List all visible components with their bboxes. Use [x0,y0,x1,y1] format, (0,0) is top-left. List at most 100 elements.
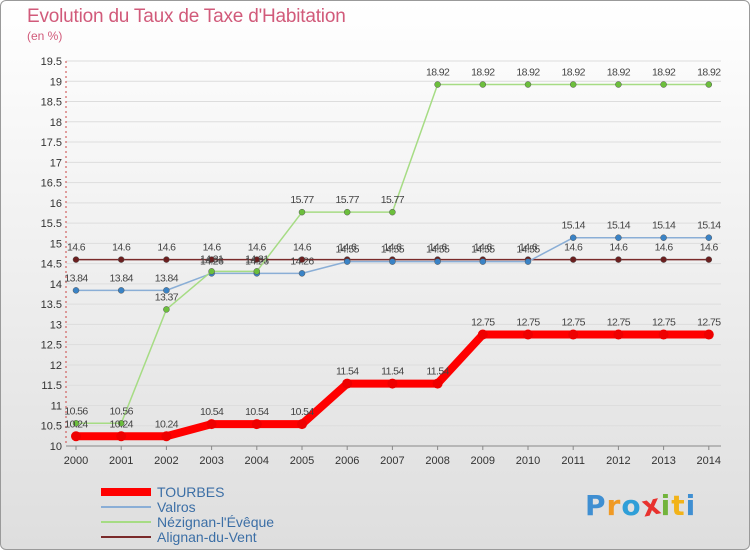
data-point-tourbes [658,329,669,340]
data-point-alignan-du-vent [298,256,306,263]
legend-swatch [101,536,151,538]
y-tick-label: 10.5 [41,421,62,433]
legend-swatch [101,488,151,496]
y-tick-label: 18 [50,117,62,129]
data-label-alignan-du-vent: 14.6 [429,242,448,254]
data-label-valros: 15.14 [562,220,586,232]
data-point-tourbes [116,431,127,442]
y-tick-label: 11.5 [41,380,62,392]
legend-label: TOURBES [157,484,225,500]
x-tick-label: 2010 [516,455,540,467]
data-point-alignan-du-vent [705,256,713,263]
data-label-valros: 14.55 [381,244,405,256]
x-tick-label: 2004 [245,455,269,467]
x-tick-label: 2001 [109,455,133,467]
data-label-n-zignan-l-v-que: 18.92 [562,67,586,79]
data-point-n-zignan-l-v-que [208,268,215,275]
data-label-tourbes: 12.75 [697,317,721,329]
data-label-valros: 14.55 [471,244,495,256]
x-tick-label: 2002 [154,455,178,467]
data-label-n-zignan-l-v-que: 18.92 [652,67,676,79]
data-label-n-zignan-l-v-que: 18.92 [697,67,721,79]
data-label-valros: 15.14 [607,220,631,232]
data-label-n-zignan-l-v-que: 15.77 [381,194,405,206]
x-tick-label: 2008 [425,455,449,467]
y-tick-label: 12 [50,360,62,372]
data-label-valros: 13.84 [155,272,179,284]
chart-title: Evolution du Taux de Taxe d'Habitation [27,6,346,27]
data-point-n-zignan-l-v-que [660,81,667,88]
data-point-alignan-du-vent [253,256,261,263]
y-tick-label: 17 [50,157,62,169]
data-label-tourbes: 10.54 [200,406,224,418]
data-point-valros [343,258,351,265]
data-point-n-zignan-l-v-que [479,81,487,88]
data-label-tourbes: 12.75 [562,317,586,329]
data-label-n-zignan-l-v-que: 15.77 [290,194,314,206]
data-label-n-zignan-l-v-que: 18.92 [471,67,495,79]
x-tick-label: 2000 [64,455,88,467]
data-point-alignan-du-vent [72,256,80,263]
data-point-tourbes [432,378,443,389]
data-label-tourbes: 10.24 [64,418,88,430]
data-point-alignan-du-vent [208,256,215,263]
data-point-tourbes [342,378,353,389]
data-point-tourbes [206,419,217,430]
data-point-n-zignan-l-v-que [117,420,125,427]
x-tick-label: 2012 [606,455,630,467]
x-tick-label: 2007 [380,455,404,467]
data-point-valros [660,234,667,241]
data-point-valros [389,258,396,265]
y-tick-label: 12.5 [41,340,62,352]
data-point-tourbes [613,329,624,340]
data-point-tourbes [161,431,172,442]
data-label-tourbes: 11.54 [381,366,404,378]
data-label-valros: 13.84 [110,272,134,284]
data-label-tourbes: 11.54 [426,366,449,378]
data-label-alignan-du-vent: 14.6 [157,242,176,254]
data-point-valros [434,258,441,265]
y-tick-label: 16.5 [41,178,62,190]
data-point-n-zignan-l-v-que [569,81,577,88]
data-point-valros [705,234,713,241]
data-point-n-zignan-l-v-que [615,81,622,88]
data-point-n-zignan-l-v-que [163,306,170,313]
data-point-alignan-du-vent [117,256,125,263]
y-tick-label: 19 [50,76,62,88]
data-point-alignan-du-vent [163,256,170,263]
data-point-tourbes [703,329,714,340]
data-point-valros [569,234,577,241]
data-label-valros: 15.14 [697,220,721,232]
data-label-tourbes: 10.24 [155,418,179,430]
y-tick-label: 14.5 [41,259,62,271]
data-point-n-zignan-l-v-que [72,420,80,427]
data-label-tourbes: 10.24 [110,418,134,430]
data-label-n-zignan-l-v-que: 15.77 [336,194,360,206]
x-tick-label: 2011 [561,455,585,467]
data-label-n-zignan-l-v-que: 13.37 [155,291,179,303]
data-label-alignan-du-vent: 14.6 [700,242,719,254]
data-point-n-zignan-l-v-que [253,268,261,275]
data-label-valros: 14.26 [200,255,224,267]
data-point-valros [298,270,306,277]
data-point-tourbes [477,329,488,340]
data-point-tourbes [387,378,398,389]
data-point-valros [524,258,532,265]
data-label-valros: 14.55 [336,244,360,256]
data-label-tourbes: 10.54 [290,406,314,418]
data-point-valros [479,258,487,265]
data-point-n-zignan-l-v-que [705,81,713,88]
data-label-tourbes: 10.54 [245,406,269,418]
data-label-tourbes: 12.75 [652,317,676,329]
x-tick-label: 2003 [199,455,223,467]
x-tick-label: 2014 [697,455,721,467]
data-label-tourbes: 12.75 [516,317,540,329]
data-point-alignan-du-vent [660,256,667,263]
x-tick-label: 2006 [335,455,359,467]
data-label-valros: 13.84 [64,272,88,284]
data-label-tourbes: 12.75 [607,317,631,329]
data-point-valros [163,287,170,294]
data-label-valros: 14.55 [516,244,540,256]
data-label-valros: 14.26 [290,255,314,267]
